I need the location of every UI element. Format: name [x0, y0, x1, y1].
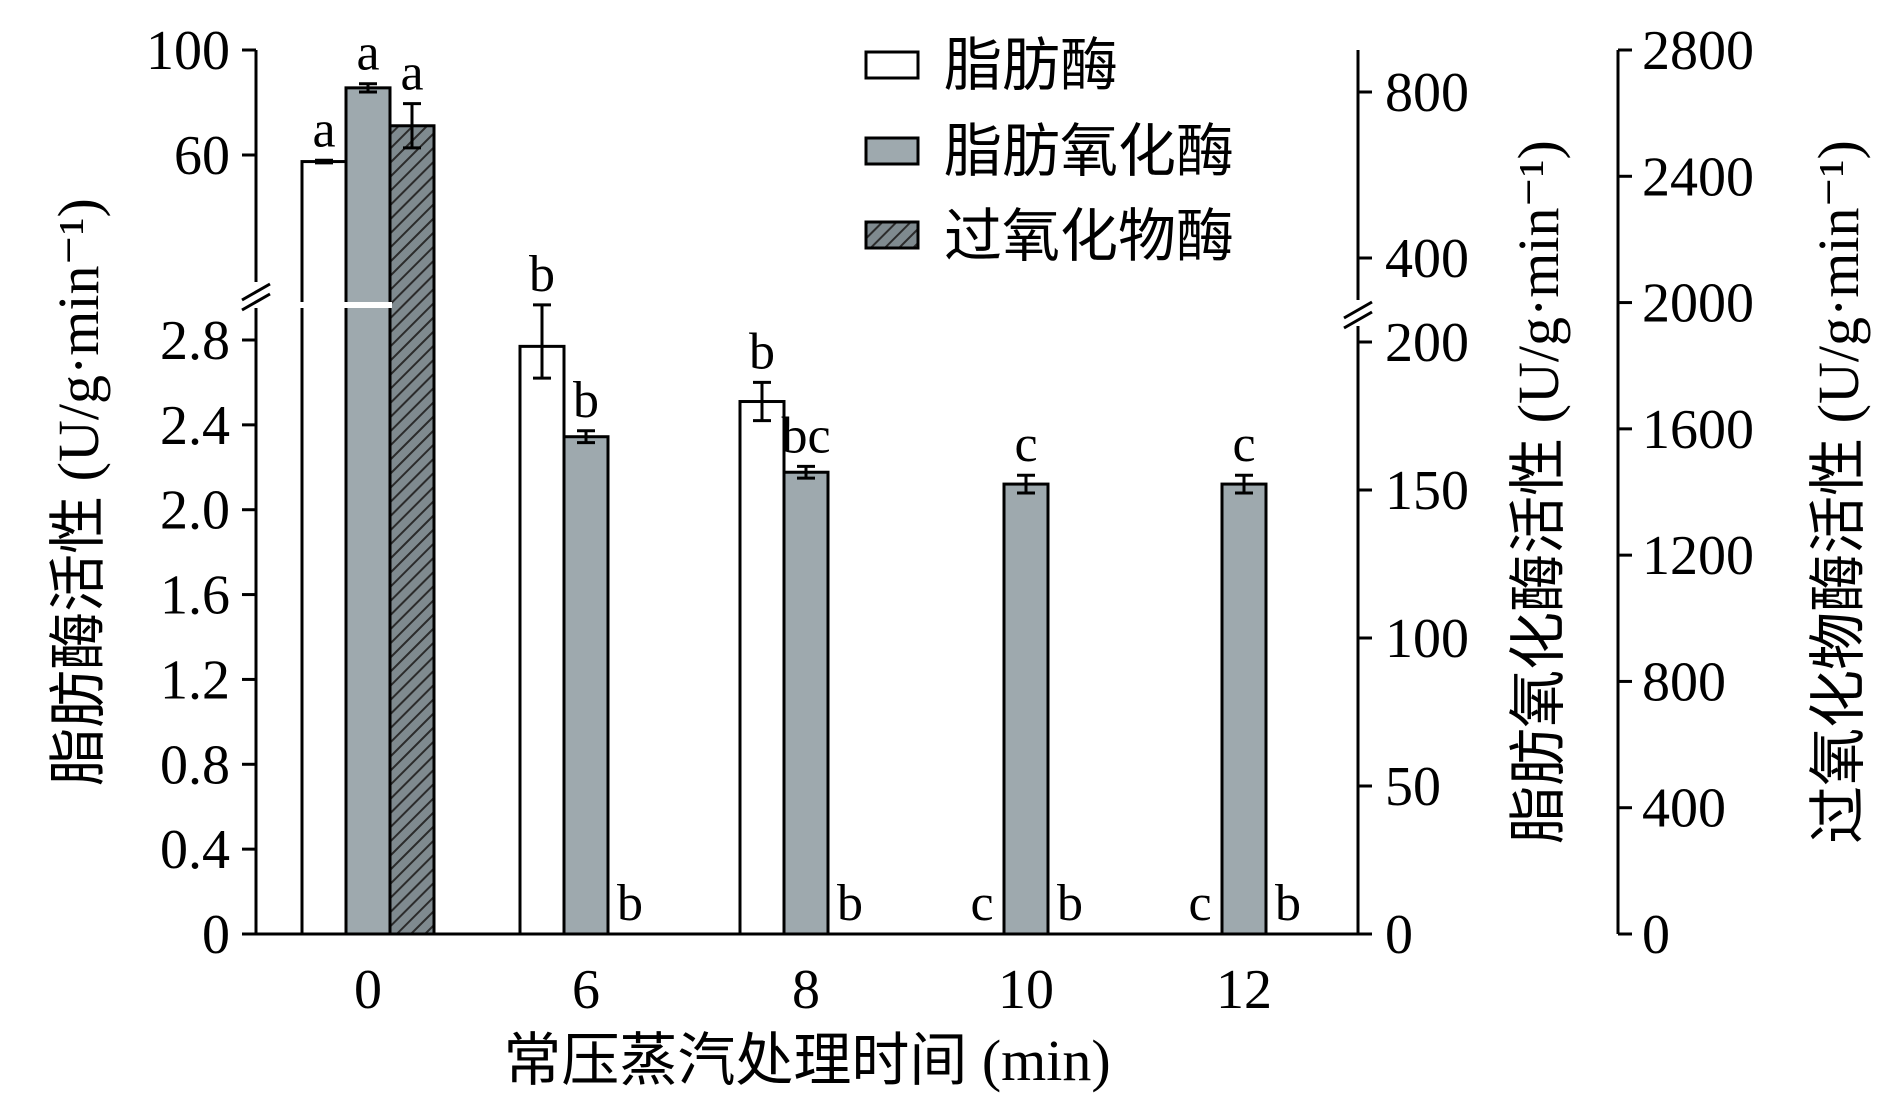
bar-break-band: [300, 302, 392, 308]
x-axis-title: 常压蒸汽处理时间 (min): [503, 1028, 1110, 1093]
left-axis-tick-label: 2.8: [160, 310, 230, 372]
left-axis-tick-label: 0: [202, 904, 230, 966]
right1-axis-tick-label: 200: [1385, 312, 1469, 374]
right2-axis-tick-label: 2800: [1642, 20, 1754, 82]
x-tick-label-0: 0: [354, 959, 382, 1021]
sig-letter-lox-8: bc: [781, 407, 830, 464]
sig-letter-lipase-6: b: [529, 246, 555, 303]
x-tick-label-8: 8: [792, 959, 820, 1021]
right1-axis-tick-label: 0: [1385, 904, 1413, 966]
bar-lox-10: [1002, 482, 1050, 936]
sig-letter-lipase-10: c: [970, 875, 993, 932]
left-axis-tick-label: 2.4: [160, 395, 230, 457]
x-tick-label-12: 12: [1216, 959, 1272, 1021]
bar-lipase-0: [300, 160, 348, 936]
right1-axis-tick-label: 150: [1385, 460, 1469, 522]
right2-axis-tick-label: 0: [1642, 904, 1670, 966]
legend-label-lox: 脂肪氧化酶: [944, 119, 1234, 184]
sig-letter-lipase-12: c: [1188, 875, 1211, 932]
right1-axis-title: 脂肪氧化酶活性 (U/g·min⁻¹): [1506, 140, 1571, 844]
bar-lox-8: [782, 470, 830, 936]
sig-letter-lox-10: c: [1014, 416, 1037, 473]
left-axis-tick-label: 60: [174, 125, 230, 187]
left-axis-tick-label: 2.0: [160, 480, 230, 542]
right2-axis-tick-label: 400: [1642, 778, 1726, 840]
right1-axis-tick-label: 800: [1385, 62, 1469, 124]
sig-letter-pod-12: b: [1275, 875, 1301, 932]
legend-swatch-lox: [864, 136, 920, 166]
legend-swatch-pod: [864, 220, 920, 250]
right1-axis-tick-label: 100: [1385, 608, 1469, 670]
bar-lox-6: [562, 435, 610, 936]
right1-axis-tick-label: 50: [1385, 756, 1441, 818]
bar-lipase-8: [738, 400, 786, 936]
right2-axis-tick-label: 2400: [1642, 146, 1754, 208]
left-axis-title: 脂肪酶活性 (U/g·min⁻¹): [46, 198, 111, 786]
left-axis-break: [241, 282, 271, 312]
left-axis-tick-label: 0.8: [160, 734, 230, 796]
legend: 脂肪酶 脂肪氧化酶 过氧化物酶: [864, 33, 1234, 269]
right2-axis-tick-label: 1200: [1642, 525, 1754, 587]
bar-lox-0: [344, 86, 392, 936]
legend-swatch-lipase: [864, 50, 920, 80]
left-axis-tick-label: 100: [146, 20, 230, 82]
bar-lipase-6: [518, 344, 566, 936]
ticks-layer: 00.40.81.21.62.02.42.8601000501001502004…: [146, 20, 1754, 1021]
sig-letter-lipase-0: a: [312, 101, 335, 158]
right2-axis-title: 过氧化物酶活性 (U/g·min⁻¹): [1806, 140, 1871, 844]
bars-layer: [300, 82, 1268, 936]
left-axis-tick-label: 1.2: [160, 649, 230, 711]
right2-axis-tick-label: 800: [1642, 651, 1726, 713]
sig-letter-lox-0: a: [356, 25, 379, 82]
sig-letter-pod-6: b: [617, 875, 643, 932]
x-tick-label-6: 6: [572, 959, 600, 1021]
right1-axis-break: [1343, 300, 1373, 330]
sig-letter-lox-6: b: [573, 372, 599, 429]
legend-label-lipase: 脂肪酶: [944, 33, 1118, 98]
sig-letter-pod-0: a: [400, 45, 423, 102]
right2-axis-tick-label: 1600: [1642, 399, 1754, 461]
left-axis-tick-label: 0.4: [160, 819, 230, 881]
sig-letter-pod-10: b: [1057, 875, 1083, 932]
sig-letter-pod-8: b: [837, 875, 863, 932]
left-axis-tick-label: 1.6: [160, 565, 230, 627]
bar-lox-12: [1220, 482, 1268, 936]
sig-letter-lipase-8: b: [749, 323, 775, 380]
x-tick-label-10: 10: [998, 959, 1054, 1021]
right1-axis-tick-label: 400: [1385, 228, 1469, 290]
right2-axis-tick-label: 2000: [1642, 273, 1754, 335]
legend-label-pod: 过氧化物酶: [944, 204, 1234, 269]
bar-pod-0: [388, 124, 436, 936]
sig-letter-lox-12: c: [1232, 416, 1255, 473]
